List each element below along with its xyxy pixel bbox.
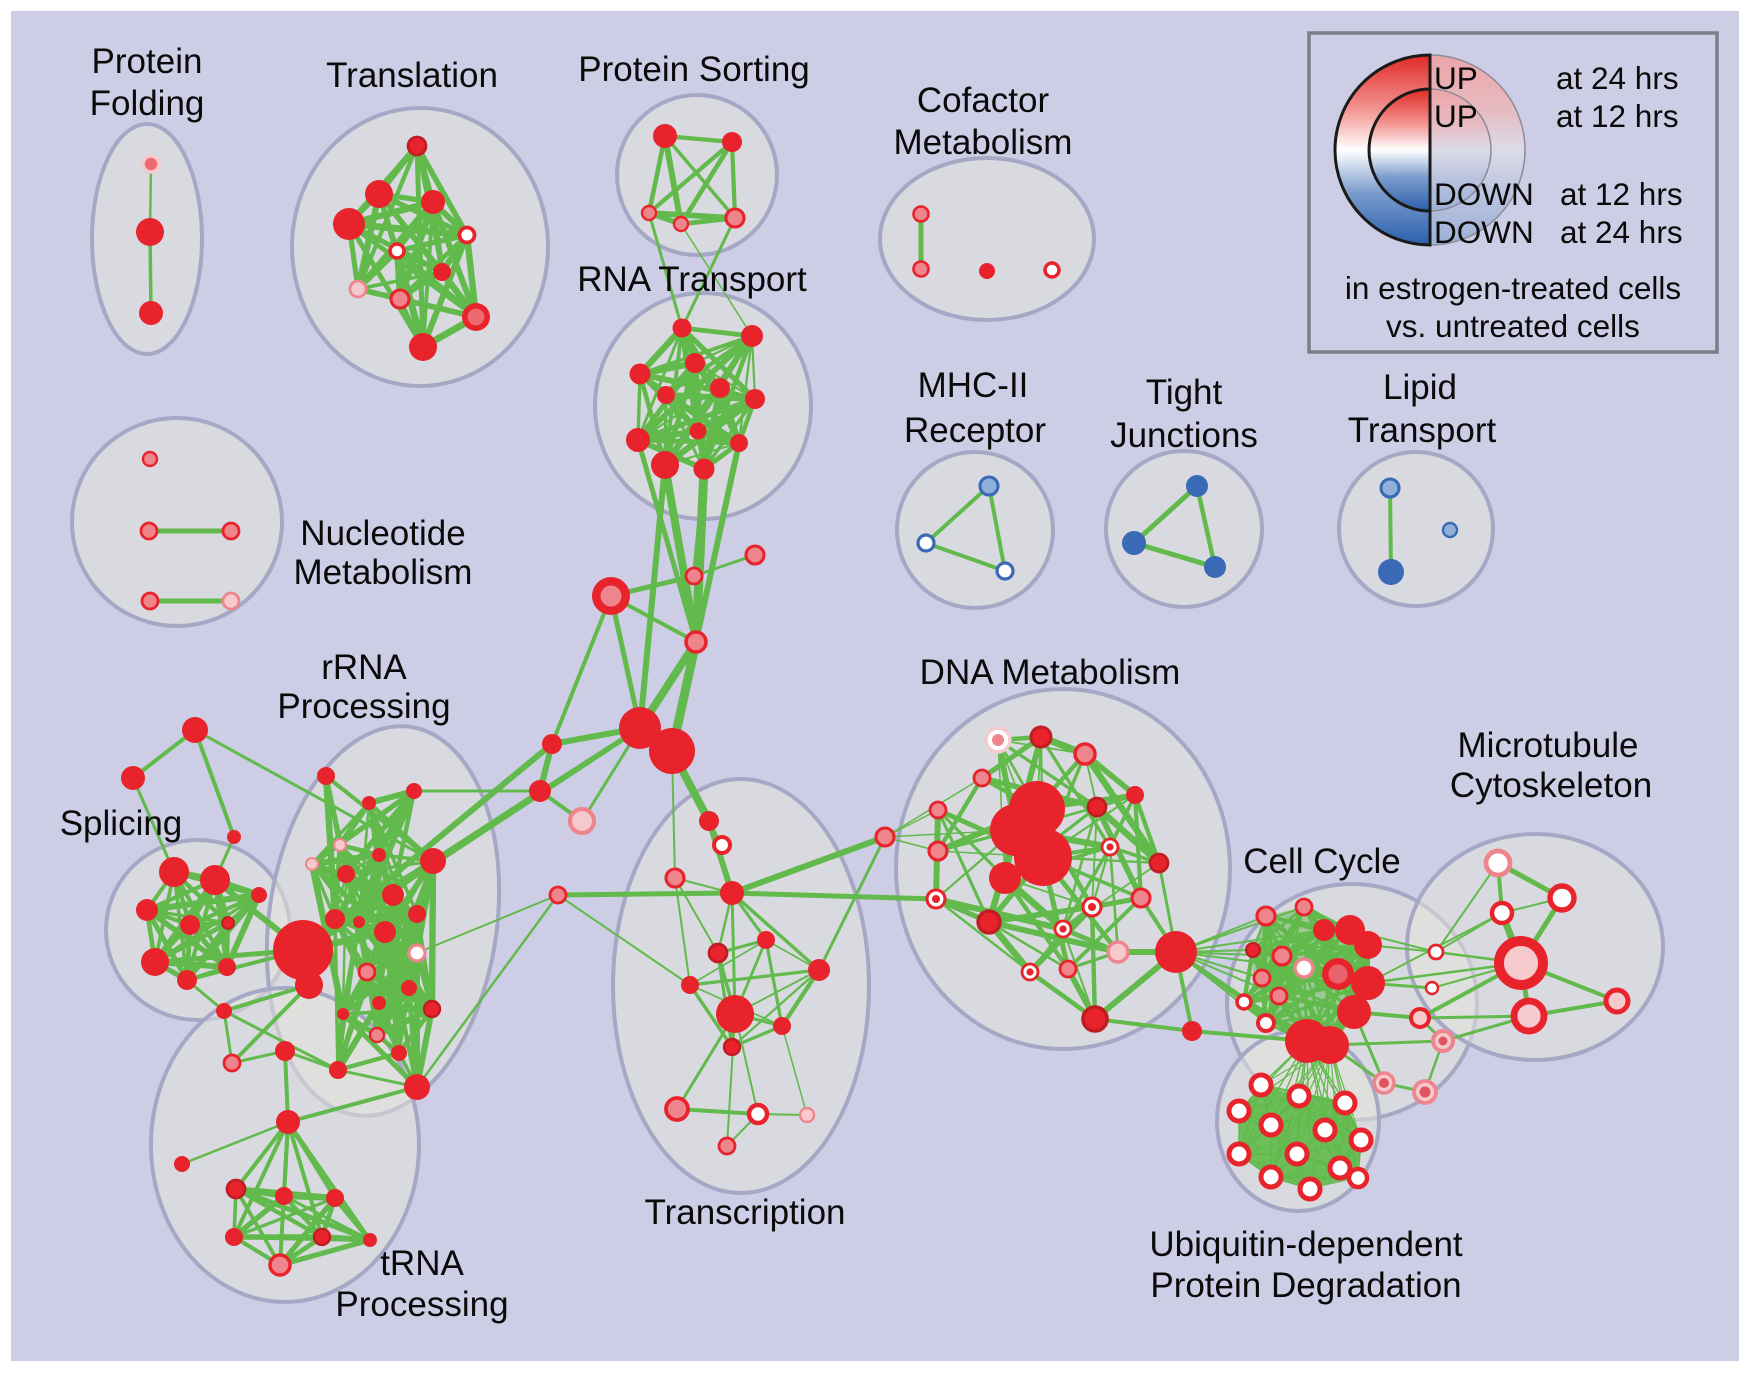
svg-text:Junctions: Junctions xyxy=(1110,416,1258,455)
svg-text:Transport: Transport xyxy=(1348,411,1497,450)
svg-text:UP: UP xyxy=(1434,98,1478,134)
svg-text:Nucleotide: Nucleotide xyxy=(300,514,465,553)
svg-text:Cell Cycle: Cell Cycle xyxy=(1243,842,1401,881)
svg-text:Receptor: Receptor xyxy=(904,411,1046,450)
svg-text:Tight: Tight xyxy=(1146,373,1223,412)
svg-text:Protein: Protein xyxy=(92,42,203,81)
svg-text:Cofactor: Cofactor xyxy=(917,81,1050,120)
svg-text:Transcription: Transcription xyxy=(645,1193,846,1232)
svg-text:in estrogen-treated cells: in estrogen-treated cells xyxy=(1345,270,1681,306)
svg-text:Lipid: Lipid xyxy=(1383,368,1457,407)
svg-text:at 24 hrs: at 24 hrs xyxy=(1560,214,1683,250)
svg-text:RNA Transport: RNA Transport xyxy=(577,260,807,299)
svg-text:DOWN: DOWN xyxy=(1434,214,1534,250)
svg-text:at 24 hrs: at 24 hrs xyxy=(1556,60,1679,96)
svg-text:Processing: Processing xyxy=(335,1285,508,1324)
svg-text:vs. untreated cells: vs. untreated cells xyxy=(1386,308,1640,344)
svg-text:Cytoskeleton: Cytoskeleton xyxy=(1450,766,1652,805)
svg-text:MHC-II: MHC-II xyxy=(918,366,1029,405)
svg-text:at 12 hrs: at 12 hrs xyxy=(1556,98,1679,134)
svg-text:DOWN: DOWN xyxy=(1434,176,1534,212)
svg-text:Splicing: Splicing xyxy=(60,804,183,843)
svg-text:Microtubule: Microtubule xyxy=(1458,726,1639,765)
svg-text:tRNA: tRNA xyxy=(380,1244,464,1283)
svg-text:Metabolism: Metabolism xyxy=(894,123,1073,162)
svg-text:rRNA: rRNA xyxy=(321,648,407,687)
svg-text:Processing: Processing xyxy=(277,687,450,726)
svg-text:UP: UP xyxy=(1434,60,1478,96)
svg-text:Translation: Translation xyxy=(326,56,498,95)
svg-text:DNA Metabolism: DNA Metabolism xyxy=(920,653,1181,692)
svg-text:Ubiquitin-dependent: Ubiquitin-dependent xyxy=(1149,1225,1463,1264)
svg-text:Protein Sorting: Protein Sorting xyxy=(578,50,810,89)
svg-text:Protein Degradation: Protein Degradation xyxy=(1150,1266,1461,1305)
svg-text:at 12 hrs: at 12 hrs xyxy=(1560,176,1683,212)
svg-text:Metabolism: Metabolism xyxy=(294,553,473,592)
svg-text:Folding: Folding xyxy=(90,84,205,123)
